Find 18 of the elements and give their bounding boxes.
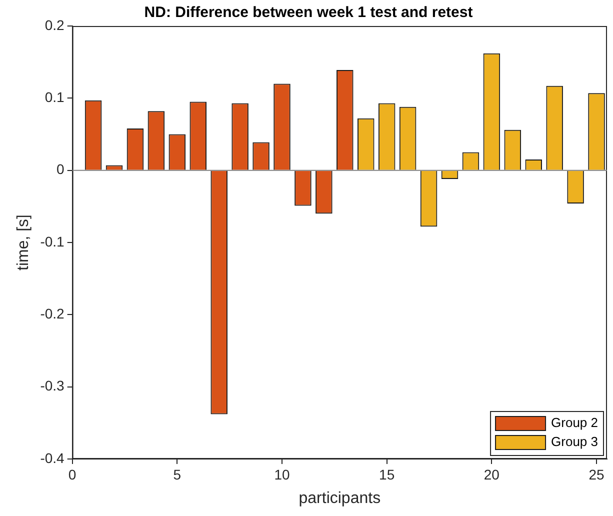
x-tick-label: 15	[379, 466, 395, 482]
x-tick-label: 0	[68, 466, 76, 482]
y-tick-label: -0.2	[40, 306, 65, 322]
x-tick-label: 5	[173, 466, 182, 482]
y-tick-label: -0.1	[40, 233, 65, 250]
y-axis-title: time, [s]	[15, 214, 32, 271]
y-tick-label: 0.2	[44, 16, 65, 33]
legend-label: Group 3	[551, 434, 598, 450]
y-tick-label: -0.3	[40, 378, 65, 394]
x-tick-label: 25	[588, 466, 605, 482]
chart-title: ND: Difference between week 1 test and retest	[144, 4, 473, 22]
x-tick-label: 10	[274, 466, 290, 482]
x-tick-label: 20	[484, 466, 500, 482]
legend-label: Group 2	[551, 415, 598, 430]
y-tick-label: 0	[56, 161, 65, 178]
y-tick-label: 0.1	[44, 89, 65, 106]
x-axis-title: participants	[298, 490, 381, 507]
y-tick-label: -0.4	[40, 450, 65, 466]
